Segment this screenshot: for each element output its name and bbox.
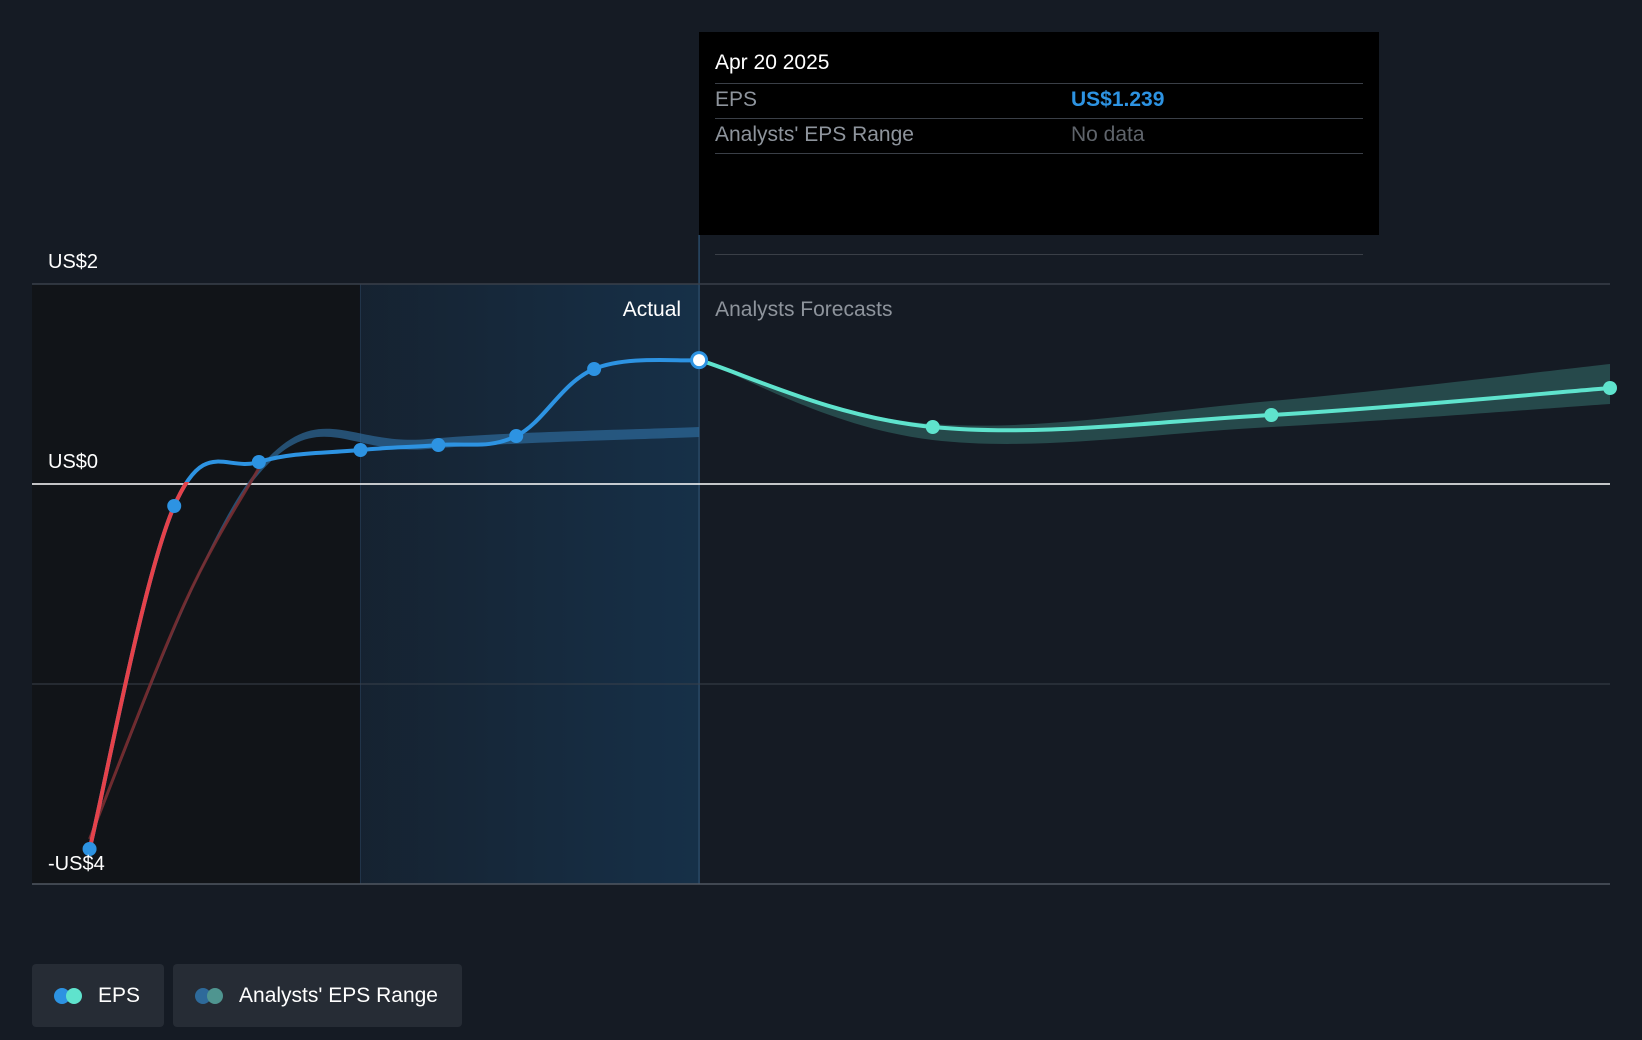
eps-negative-line (87, 482, 190, 851)
eps-actual-point (167, 499, 182, 513)
eps-current-point (690, 351, 709, 370)
eps-forecast-point (1603, 381, 1617, 395)
y-tick-label: -US$4 (48, 853, 105, 875)
legend-eps-label: EPS (98, 983, 141, 1007)
eps-legend-icon (54, 987, 84, 1004)
analyst-range-forecast (699, 360, 1610, 444)
eps-actual-point (587, 362, 602, 376)
actual-label: Actual (623, 298, 681, 321)
tooltip-range-label: Analysts' EPS Range (715, 123, 914, 146)
eps-actual-point (353, 443, 368, 457)
tooltip: Apr 20 2025 EPS US$1.239 Analysts' EPS R… (699, 32, 1379, 255)
eps-actual-point (509, 429, 524, 443)
tooltip-range-row: Analysts' EPS Range No data (715, 119, 1363, 154)
analyst-range-negative (88, 467, 261, 840)
eps-actual-point (431, 438, 446, 452)
legend-item-eps[interactable]: EPS (32, 964, 165, 1027)
y-tick-label: US$0 (48, 451, 98, 473)
highlight-region (360, 284, 700, 884)
eps-actual-point (82, 842, 97, 856)
eps-forecast-point (925, 420, 940, 434)
past-region (32, 284, 361, 884)
tooltip-date: Apr 20 2025 (715, 32, 1363, 84)
y-tick-label: US$2 (48, 251, 98, 273)
tooltip-eps-row: EPS US$1.239 (715, 84, 1363, 119)
eps-chart: US$2US$0-US$42024202520262027ActualAnaly… (32, 235, 1617, 885)
tooltip-eps-value: US$1.239 (1071, 88, 1165, 111)
eps-forecast-point (1264, 408, 1279, 422)
range-legend-icon (195, 987, 225, 1004)
legend-item-range[interactable]: Analysts' EPS Range (173, 964, 462, 1027)
eps-actual-point (251, 455, 266, 469)
tooltip-spacer (715, 154, 1363, 255)
forecast-label: Analysts Forecasts (715, 298, 892, 321)
eps-forecast-line (697, 358, 1612, 433)
legend: EPS Analysts' EPS Range (32, 964, 462, 1027)
tooltip-eps-label: EPS (715, 88, 758, 111)
tooltip-range-value: No data (1071, 123, 1145, 146)
legend-range-label: Analysts' EPS Range (239, 983, 438, 1007)
